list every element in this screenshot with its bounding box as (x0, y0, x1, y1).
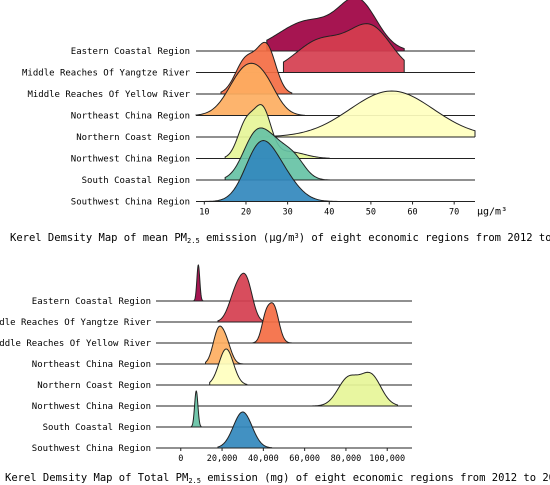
region-label: Northern Coast Region (76, 133, 190, 143)
region-label: Eastern Coastal Region (32, 297, 151, 307)
region-label: Northwest China Region (71, 155, 190, 165)
density-outline (266, 0, 405, 51)
x-tick-label: 30 (282, 208, 292, 218)
ridge-series-4 (156, 325, 412, 365)
density-outline (252, 302, 295, 344)
x-tick-label: 60 (407, 208, 417, 218)
density-outline (312, 371, 399, 407)
region-label: Middle Reaches Of Yangtze River (0, 318, 152, 328)
ridgeline-chart-mean-pm25: Eastern Coastal Region Middle Reaches Of … (10, 0, 550, 245)
ridge-series-1 (156, 264, 412, 302)
density-area (205, 326, 243, 364)
caption-part: 2.5 (187, 237, 200, 245)
caption-part: 3 (295, 232, 299, 240)
x-tick-label: 50 (366, 208, 376, 218)
x-tick-label: 60,000 (289, 454, 320, 464)
x-tick-label: 20 (241, 208, 251, 218)
density-outline (266, 90, 476, 137)
density-area (217, 273, 268, 322)
region-label: Northeast China Region (71, 112, 190, 122)
density-area (204, 140, 338, 202)
region-label: Middle Reaches Of Yellow River (0, 339, 152, 349)
ridgeline-chart-total-pm25: Eastern Coastal Region Middle Reaches Of … (0, 264, 550, 485)
density-outline (220, 41, 293, 94)
ridge-series-6 (156, 371, 412, 407)
ridge-series-3 (156, 302, 412, 344)
density-outline (282, 23, 405, 73)
density-area (193, 265, 204, 301)
region-label: Middle Reaches Of Yangtze River (22, 69, 191, 79)
caption-part: ) of eight economic regions from 2012 to… (299, 232, 550, 244)
chart-caption: Kerel Demsity Map of Total PM2.5 emissio… (5, 472, 550, 485)
density-area (253, 302, 295, 343)
density-area (283, 23, 405, 73)
ridge-series-8 (196, 140, 475, 202)
chart-caption: Kerel Demsity Map of mean PM2.5 emission… (10, 232, 550, 245)
x-tick-label: 20,000 (207, 454, 238, 464)
density-area (209, 349, 247, 385)
density-area (312, 372, 398, 406)
density-outline (203, 140, 339, 202)
caption-part: 2.5 (188, 477, 201, 485)
caption-part: emission (mg) of eight economic regions … (201, 472, 550, 484)
density-outline (217, 411, 273, 449)
caption-part: emission (μg/m (200, 232, 295, 244)
caption-part: Kerel Demsity Map of mean PM (10, 232, 187, 244)
density-outline (217, 272, 268, 323)
region-label: Northeast China Region (32, 360, 151, 370)
x-tick-label: 10 (199, 208, 209, 218)
region-label: South Coastal Region (82, 176, 190, 186)
region-label: Northwest China Region (32, 402, 151, 412)
density-outline (190, 390, 202, 428)
region-label: Eastern Coastal Region (71, 47, 190, 57)
density-outline (195, 62, 305, 116)
density-area (196, 63, 305, 116)
x-tick-label: 100,000 (369, 454, 405, 464)
density-outline (209, 348, 248, 385)
region-label: Middle Reaches Of Yellow River (27, 90, 190, 100)
density-outline (224, 127, 330, 181)
density-outline (205, 325, 244, 365)
x-tick-label: 70 (449, 208, 459, 218)
x-unit-label: μg/m³ (477, 207, 507, 218)
ridge-series-2 (156, 272, 412, 323)
x-tick-label: 0 (178, 454, 183, 464)
region-label: Northern Coast Region (37, 381, 151, 391)
ridge-series-7 (156, 390, 412, 428)
region-label: Southwest China Region (71, 198, 190, 208)
region-label: Southwest China Region (32, 444, 151, 454)
x-tick-label: 80,000 (331, 454, 362, 464)
ridge-series-8 (156, 411, 412, 449)
x-tick-label: 40,000 (248, 454, 279, 464)
density-outline (192, 264, 204, 302)
x-tick-label: 40 (324, 208, 334, 218)
density-area (217, 412, 272, 448)
region-label: South Coastal Region (43, 423, 151, 433)
caption-part: Kerel Demsity Map of Total PM (5, 472, 188, 484)
